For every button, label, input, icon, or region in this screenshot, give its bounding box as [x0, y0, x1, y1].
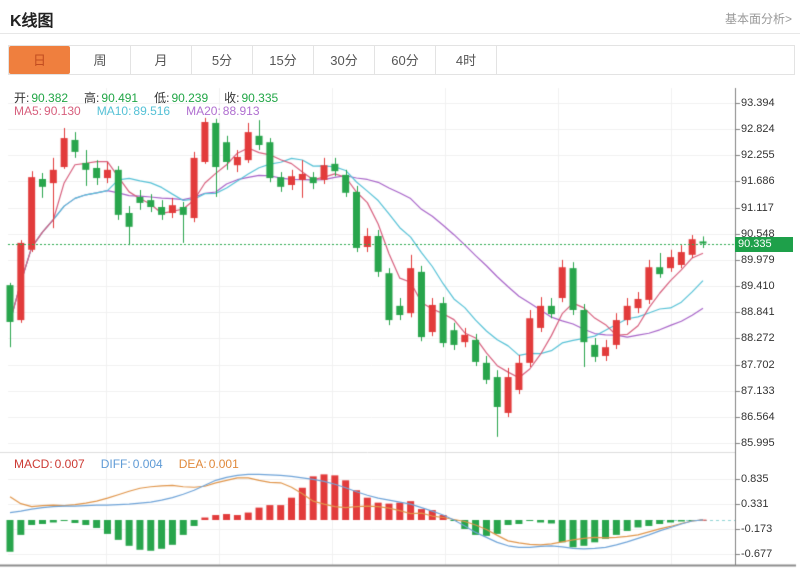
- macd-axis-tick: -0.173: [741, 522, 773, 535]
- legend-label: MA10:: [96, 104, 132, 118]
- page-title: K线图: [10, 13, 54, 30]
- legend-label: DIFF:: [100, 457, 131, 471]
- y-axis-tick: 87.702: [741, 358, 775, 371]
- tab-15min[interactable]: 15分: [253, 46, 314, 74]
- header-divider: [0, 33, 800, 34]
- fundamental-analysis-link[interactable]: 基本面分析>: [724, 12, 792, 26]
- ma-legend-item: MA5: 90.130: [14, 104, 81, 118]
- tab-4hour[interactable]: 4时: [436, 46, 497, 74]
- macd-legend-item: DEA: 0.001: [179, 457, 239, 471]
- ohlc-legend-item: 低: 90.239: [154, 91, 208, 105]
- legend-label: MACD:: [14, 457, 53, 471]
- tab-5min[interactable]: 5分: [192, 46, 253, 74]
- tab-week[interactable]: 周: [70, 46, 131, 74]
- y-axis-tick: 92.255: [741, 149, 775, 162]
- tab-60min[interactable]: 60分: [375, 46, 436, 74]
- legend-label: MA20:: [186, 104, 221, 118]
- legend-label: 收:: [224, 91, 240, 105]
- y-axis-tick: 89.979: [741, 253, 775, 266]
- legend-value: 90.130: [44, 104, 81, 118]
- y-axis-tick: 92.824: [741, 123, 775, 136]
- period-tab-bar: 日周月 5分 15分 30分 60分 4时: [8, 45, 795, 75]
- macd-axis-tick: -0.677: [741, 547, 773, 560]
- legend-value: 0.001: [208, 457, 239, 471]
- y-axis-tick: 89.410: [741, 280, 775, 293]
- legend-label: 高:: [84, 91, 100, 105]
- y-axis-tick: 88.841: [741, 306, 775, 319]
- y-axis-tick: 91.117: [741, 201, 774, 214]
- y-axis-tick: 91.686: [741, 175, 775, 188]
- tab-month[interactable]: 月: [131, 46, 192, 74]
- y-axis-tick: 88.272: [741, 332, 775, 345]
- y-axis-tick: 87.133: [741, 384, 775, 397]
- legend-value: 0.004: [132, 457, 163, 471]
- ohlc-legend: 开: 90.382 高: 90.491 低: 90.239 收: 90.335: [14, 89, 294, 106]
- ohlc-legend-item: 高: 90.491: [84, 91, 138, 105]
- macd-legend: MACD: 0.007 DIFF: 0.004 DEA: 0.001: [14, 457, 255, 471]
- macd-axis-tick: 0.331: [741, 497, 769, 510]
- tab-day[interactable]: 日: [9, 46, 70, 74]
- macd-legend-item: MACD: 0.007: [14, 457, 85, 471]
- ma-legend-item: MA20: 88.913: [186, 104, 259, 118]
- legend-label: MA5:: [14, 104, 43, 118]
- y-axis-tick: 86.564: [741, 410, 775, 423]
- legend-value: 90.382: [31, 91, 69, 105]
- y-axis-tick: 85.995: [741, 437, 775, 450]
- legend-value: 90.491: [101, 91, 139, 105]
- legend-label: 开:: [14, 91, 30, 105]
- ma-legend-item: MA10: 89.516: [97, 104, 170, 118]
- ohlc-legend-item: 收: 90.335: [224, 91, 278, 105]
- ma-legend: MA5: 90.130 MA10: 89.516 MA20: 88.913: [14, 104, 276, 118]
- y-axis-tick: 93.394: [741, 96, 775, 109]
- legend-value: 0.007: [54, 457, 85, 471]
- legend-label: 低:: [154, 91, 170, 105]
- current-price-badge: 90.335: [735, 236, 793, 252]
- legend-value: 90.239: [171, 91, 209, 105]
- legend-value: 90.335: [241, 91, 279, 105]
- tab-30min[interactable]: 30分: [314, 46, 375, 74]
- legend-value: 89.516: [133, 104, 171, 118]
- macd-axis-tick: 0.835: [741, 472, 769, 485]
- legend-value: 88.913: [222, 104, 260, 118]
- ohlc-legend-item: 开: 90.382: [14, 91, 68, 105]
- macd-legend-item: DIFF: 0.004: [101, 457, 163, 471]
- legend-label: DEA:: [178, 457, 207, 471]
